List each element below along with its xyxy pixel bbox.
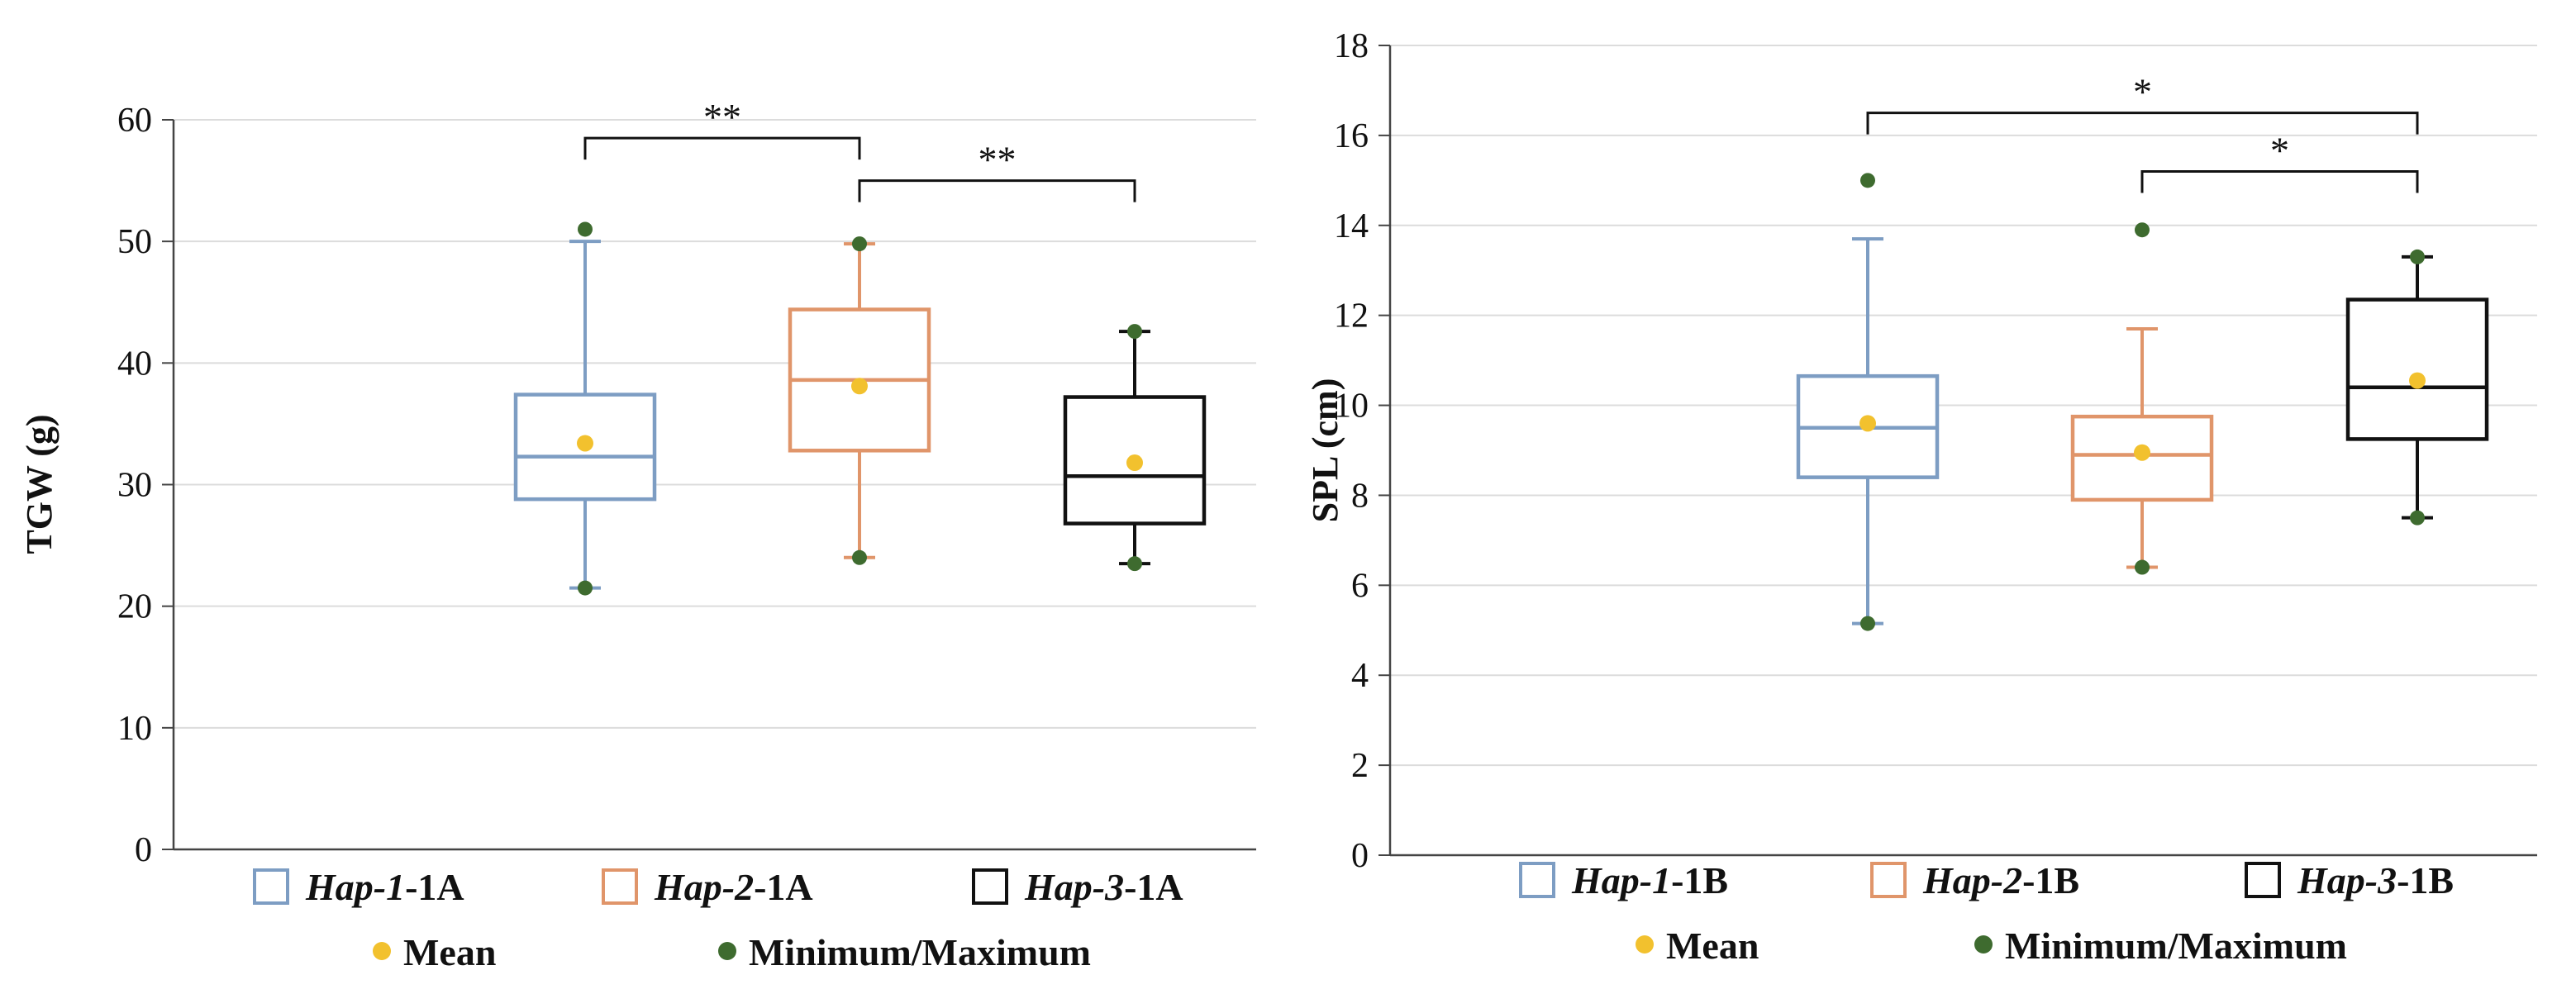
y-axis-title: SPL (cm) — [1305, 378, 1345, 523]
y-tick-label: 40 — [117, 345, 152, 383]
y-tick-label: 18 — [1334, 27, 1369, 65]
legend-label: Hap-2-1B — [1922, 859, 2079, 901]
mean-point — [851, 378, 868, 395]
min-point — [1860, 616, 1875, 631]
mean-point — [1859, 415, 1876, 432]
mean-point — [577, 435, 593, 452]
y-tick-label: 6 — [1351, 567, 1369, 605]
y-tick-label: 10 — [117, 710, 152, 748]
legend-minmax-label: Minimum/Maximum — [2005, 925, 2347, 967]
min-point — [852, 549, 867, 565]
mean-point — [2134, 444, 2150, 461]
legend-label-italic: Hap-2 — [654, 866, 754, 908]
min-point — [2410, 510, 2425, 526]
legend-minmax-label: Minimum/Maximum — [749, 931, 1091, 973]
legend-swatch — [253, 868, 289, 905]
significance-bracket — [2140, 169, 2419, 193]
legend-swatch — [1870, 862, 1907, 898]
legend-label: Hap-2-1A — [654, 866, 813, 908]
y-tick-label: 4 — [1351, 657, 1369, 695]
y-tick-label: 0 — [135, 831, 152, 869]
legend-label: Hap-3-1B — [2297, 859, 2454, 901]
legend-label-suffix: -1B — [2397, 859, 2454, 901]
y-tick-label: 60 — [117, 102, 152, 140]
y-tick-label: 10 — [1334, 388, 1369, 426]
y-tick-label: 0 — [1351, 837, 1369, 875]
legend-label-italic: Hap-3 — [2297, 859, 2397, 901]
legend-swatch — [972, 868, 1008, 905]
box-iqr — [2345, 297, 2489, 441]
legend-mean-dot — [373, 942, 391, 960]
max-point — [2135, 222, 2150, 238]
legend-swatch — [602, 868, 638, 905]
max-point — [1860, 173, 1875, 188]
legend-mean-label: Mean — [403, 931, 496, 973]
significance-bracket — [583, 136, 861, 160]
legend-minmax-dot — [1974, 935, 1993, 954]
significance-bracket — [1866, 112, 2419, 135]
max-point — [852, 236, 867, 252]
legend-label-italic: Hap-1 — [1571, 859, 1671, 901]
significance-label: * — [2133, 71, 2152, 113]
min-point — [2135, 559, 2150, 575]
y-tick-label: 30 — [117, 467, 152, 505]
legend-label-italic: Hap-1 — [305, 866, 405, 908]
y-tick-label: 12 — [1334, 297, 1369, 335]
y-tick-label: 14 — [1334, 207, 1369, 245]
legend-minmax-dot — [718, 942, 736, 960]
legend-swatch — [2245, 862, 2281, 898]
legend-swatch — [1519, 862, 1555, 898]
legend-label: Hap-1-1A — [305, 866, 464, 908]
min-point — [1127, 556, 1142, 572]
max-point — [578, 221, 593, 237]
legend-label: Hap-3-1A — [1024, 866, 1183, 908]
legend-label-italic: Hap-2 — [1922, 859, 2022, 901]
legend-label: Hap-1-1B — [1571, 859, 1728, 901]
min-point — [578, 580, 593, 596]
legend-label-suffix: -1B — [1671, 859, 1728, 901]
legend-label-suffix: -1A — [1124, 866, 1183, 908]
max-point — [1127, 324, 1142, 340]
mean-point — [2409, 372, 2426, 389]
legend-label-suffix: -1B — [2022, 859, 2079, 901]
legend-mean-label: Mean — [1666, 925, 1759, 967]
legend-label-italic: Hap-3 — [1024, 866, 1124, 908]
max-point — [2410, 249, 2425, 264]
y-tick-label: 50 — [117, 223, 152, 261]
significance-label: ** — [978, 139, 1017, 181]
significance-label: ** — [703, 96, 741, 138]
legend-mean-dot — [1636, 935, 1654, 954]
legend-label-suffix: -1A — [405, 866, 464, 908]
y-tick-label: 8 — [1351, 477, 1369, 515]
y-axis-title: TGW (g) — [19, 414, 60, 554]
significance-bracket — [858, 179, 1136, 202]
mean-point — [1126, 454, 1143, 472]
y-tick-label: 20 — [117, 588, 152, 626]
significance-label: * — [2270, 129, 2289, 171]
y-tick-label: 16 — [1334, 117, 1369, 155]
y-tick-label: 2 — [1351, 747, 1369, 785]
legend-label-suffix: -1A — [754, 866, 813, 908]
